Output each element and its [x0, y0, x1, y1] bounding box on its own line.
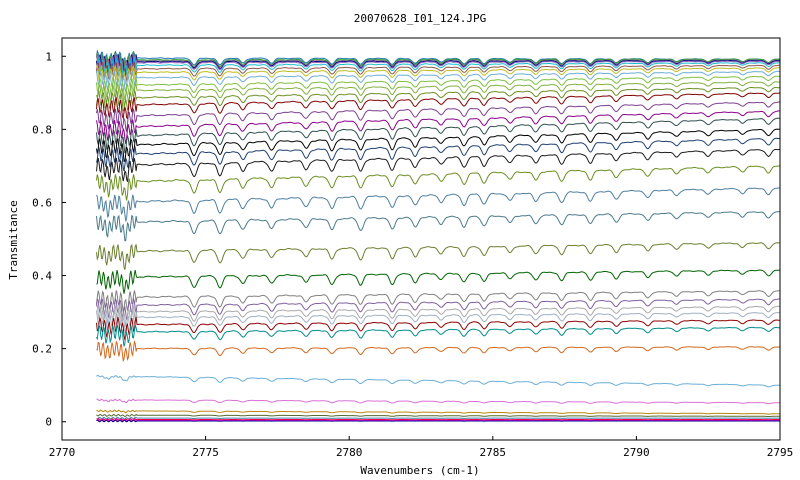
spectrum-series-line	[96, 398, 780, 405]
spectrum-series-line	[96, 128, 780, 163]
spectrum-series-line	[96, 242, 780, 270]
x-axis-label: Wavenumbers (cm-1)	[360, 464, 479, 477]
y-axis-ticks: 0 0.2 0.4 0.6 0.8 1	[32, 50, 66, 429]
spectrum-series-line	[96, 187, 780, 222]
spectrum-series-line	[96, 290, 780, 312]
spectrum-series-line	[96, 296, 780, 320]
chart-title: 20070628_I01_124.JPG	[354, 12, 486, 25]
spectrum-series-line	[96, 374, 780, 388]
spectrum-series-line	[96, 92, 780, 121]
spectrum-series-line	[96, 413, 780, 418]
spectrum-series-line	[96, 269, 780, 294]
spectrum-series-line	[96, 137, 780, 172]
spectrum-series-line	[96, 418, 780, 422]
spectrum-series-line	[96, 418, 780, 421]
spectrum-series-line	[96, 57, 780, 78]
spectrum-series-line	[96, 53, 780, 76]
spectrum-series-line	[96, 55, 780, 77]
spectrum-series-line	[96, 419, 780, 423]
spectrum-series-line	[96, 64, 780, 87]
y-axis-label: Transmitance	[7, 200, 20, 279]
spectrum-series-line	[96, 60, 780, 82]
spectrum-series-line	[96, 75, 780, 101]
series-layer	[96, 49, 780, 423]
x-tick-label: 2780	[336, 446, 363, 459]
y-tick-label: 0.8	[32, 123, 52, 136]
spectrum-series-line	[96, 53, 780, 75]
spectrum-series-line	[96, 409, 780, 415]
spectrum-series-line	[96, 304, 780, 327]
y-tick-label: 1	[45, 50, 52, 63]
spectrum-series-line	[96, 101, 780, 132]
x-tick-label: 2775	[192, 446, 219, 459]
spectrum-series-line	[96, 309, 780, 334]
y-tick-label: 0.4	[32, 270, 52, 283]
spectrum-series-line	[96, 211, 780, 242]
spectrum-series-line	[96, 148, 780, 182]
plot-frame	[61, 37, 781, 441]
y-tick-label: 0.6	[32, 196, 52, 209]
spectrum-series-line	[96, 317, 780, 341]
x-tick-label: 2790	[623, 446, 650, 459]
spectrum-series-line	[96, 70, 780, 93]
spectrum-series-line	[96, 323, 780, 347]
x-axis-ticks: 2770 2775 2780 2785 2790 2795	[49, 436, 794, 459]
spectrum-series-line	[96, 117, 780, 154]
spectrum-series-line	[96, 165, 780, 201]
spectrum-series-line	[96, 87, 780, 112]
spectrum-series-line	[96, 110, 780, 144]
x-tick-label: 2795	[767, 446, 794, 459]
y-tick-label: 0.2	[32, 343, 52, 356]
spectrum-series-line	[96, 416, 780, 420]
y-tick-label: 0	[45, 416, 52, 429]
spectrum-series-line	[96, 339, 780, 363]
spectrum-series-line	[96, 81, 780, 108]
x-tick-label: 2785	[480, 446, 507, 459]
x-tick-label: 2770	[49, 446, 76, 459]
